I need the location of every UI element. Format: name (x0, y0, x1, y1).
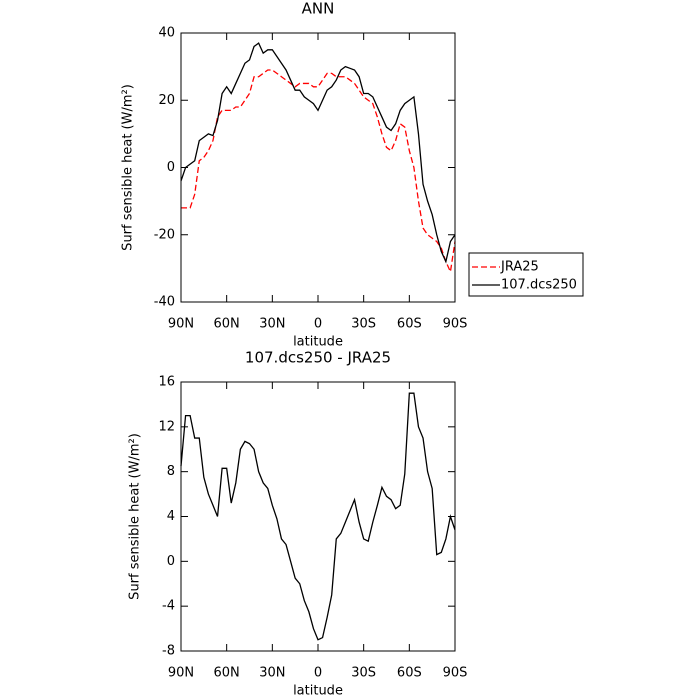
x-tick-label: 30N (259, 666, 285, 681)
data-line (180, 42, 456, 264)
x-tick-label: 30S (351, 666, 376, 681)
data-line (180, 392, 456, 641)
y-tick-label: 12 (158, 419, 175, 434)
x-tick-label: 60S (397, 666, 422, 681)
y-tick-label: 8 (167, 464, 175, 479)
x-tick-label: 0 (314, 666, 322, 681)
y-tick-label: -8 (162, 644, 175, 659)
y-tick-label: 20 (158, 93, 175, 108)
y-axis-label: Surf sensible heat (W/m²) (121, 84, 136, 251)
y-tick-label: -20 (154, 227, 175, 242)
x-tick-label: 30N (259, 317, 285, 332)
legend-label: 107.dcs250 (501, 278, 577, 293)
y-axis-label: Surf sensible heat (W/m²) (128, 433, 143, 600)
y-tick-label: 0 (167, 160, 175, 175)
legend-label: JRA25 (500, 260, 539, 275)
y-tick-label: -40 (154, 295, 175, 310)
legend-box (468, 252, 584, 297)
data-line (181, 69, 456, 275)
x-tick-label: 90S (443, 666, 468, 681)
plot-frame (180, 32, 456, 303)
x-axis-label: latitude (293, 684, 343, 699)
plot-frame (180, 381, 456, 652)
x-tick-label: 90N (168, 666, 194, 681)
x-tick-label: 60N (214, 666, 240, 681)
x-tick-label: 90N (168, 317, 194, 332)
y-tick-label: 0 (167, 554, 175, 569)
y-tick-label: 4 (167, 509, 175, 524)
x-tick-label: 30S (351, 317, 376, 332)
x-axis-label: latitude (293, 335, 343, 350)
x-tick-label: 60S (397, 317, 422, 332)
x-tick-label: 0 (314, 317, 322, 332)
y-tick-label: -4 (162, 599, 175, 614)
chart-title: 107.dcs250 - JRA25 (245, 349, 391, 367)
y-tick-label: 16 (158, 375, 175, 390)
x-tick-label: 60N (214, 317, 240, 332)
y-tick-label: 40 (158, 26, 175, 41)
x-tick-label: 90S (443, 317, 468, 332)
chart-title: ANN (302, 0, 335, 18)
